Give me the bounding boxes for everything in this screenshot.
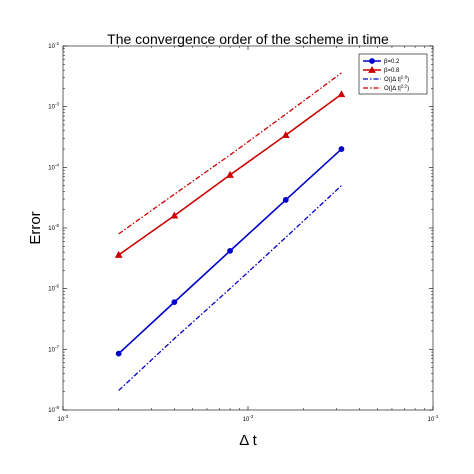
legend: β=0.2 β=0.8O(|Δ t|2.8)O(|Δ t|2.2) bbox=[358, 53, 428, 95]
series-line-4 bbox=[118, 72, 342, 235]
x-tick-label: 10-1 bbox=[428, 414, 439, 423]
legend-label: β=0.8 bbox=[384, 68, 400, 74]
y-tick-label: 10-5 bbox=[48, 223, 59, 232]
series-line-3 bbox=[118, 185, 342, 391]
y-axis-label: Error bbox=[27, 211, 44, 244]
data-point bbox=[281, 131, 290, 138]
chart-title: The convergence order of the scheme in t… bbox=[107, 31, 389, 47]
x-tick-label: 10-2 bbox=[243, 414, 254, 423]
x-tick-label: 10-3 bbox=[58, 414, 69, 423]
x-axis-label: Δ t bbox=[239, 432, 257, 449]
y-tick-label: 10-6 bbox=[48, 284, 59, 293]
data-point bbox=[226, 170, 234, 178]
legend-marker bbox=[369, 58, 375, 64]
data-point bbox=[282, 197, 289, 203]
y-tick-label: 10-4 bbox=[48, 162, 59, 171]
plot-area: 10-3 10-2 10-1 10-8 10-7 10-6 10-5 10-4 10-3 10-2 bbox=[48, 41, 439, 423]
data-point bbox=[115, 350, 122, 357]
legend-marker bbox=[368, 65, 376, 73]
data-point bbox=[170, 211, 179, 219]
y-tick-label: 10-8 bbox=[48, 405, 59, 414]
data-point bbox=[114, 250, 123, 258]
legend-label: O(|Δ t|2.2) bbox=[384, 84, 409, 93]
y-tick-label: 10-3 bbox=[48, 102, 59, 111]
y-tick-label: 10-7 bbox=[48, 344, 59, 353]
data-point bbox=[227, 247, 233, 254]
legend-label: β=0.2 bbox=[384, 59, 400, 65]
legend-label: O(|Δ t|2.8) bbox=[384, 75, 409, 84]
y-tick-label: 10-2 bbox=[48, 41, 59, 50]
data-point bbox=[171, 299, 178, 306]
data-point bbox=[337, 90, 346, 98]
data-point bbox=[338, 146, 345, 152]
